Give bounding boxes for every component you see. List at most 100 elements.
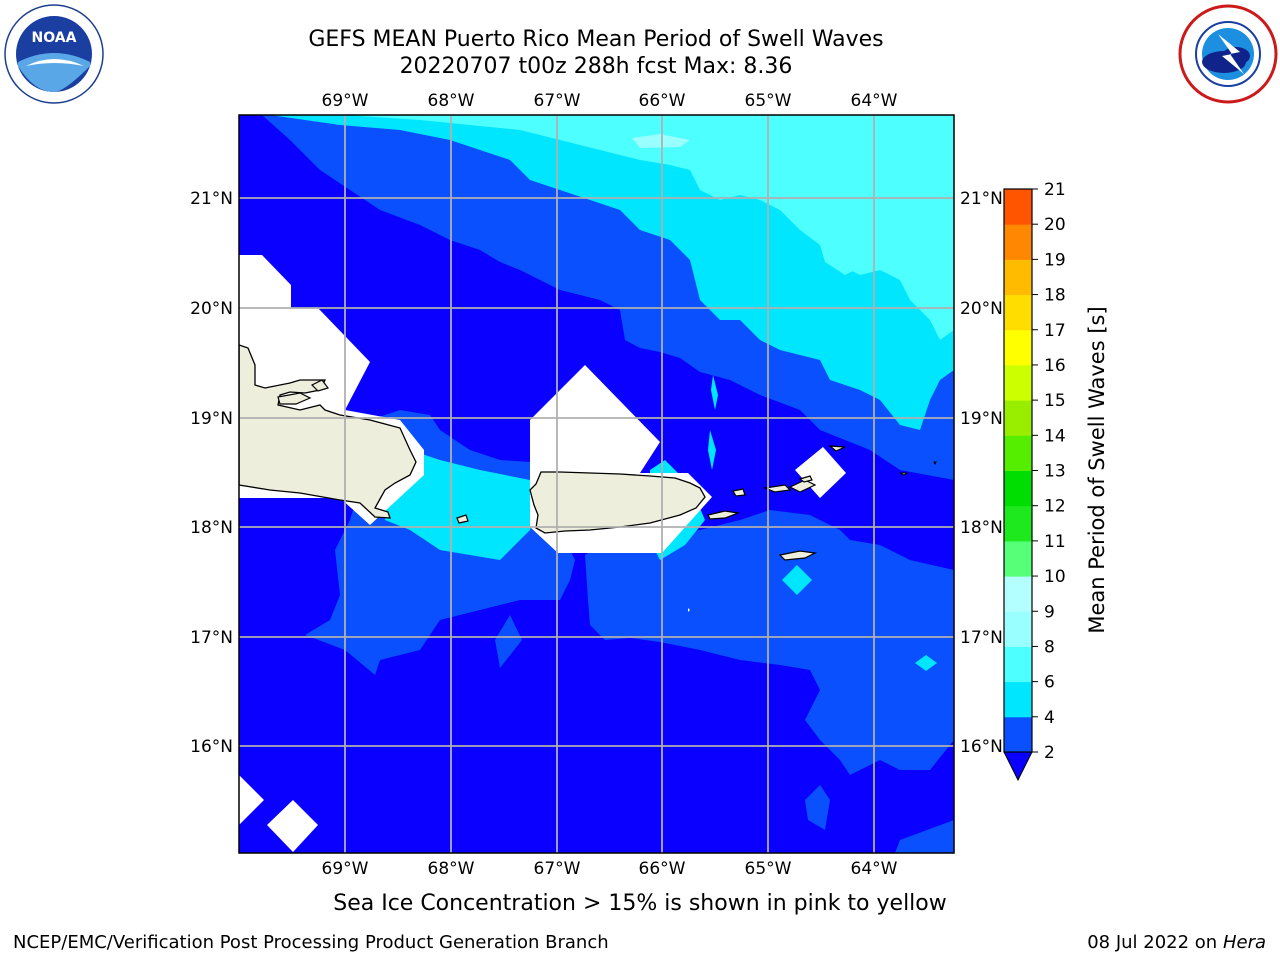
- period-6-8-region: [820, 232, 870, 275]
- colorbar-segments: [1004, 189, 1032, 753]
- chart-title: GEFS MEAN Puerto Rico Mean Period of Swe…: [308, 27, 884, 52]
- colorbar-tick-label: 18: [1044, 286, 1066, 306]
- colorbar-segment: [1004, 400, 1032, 436]
- footer-credit: NCEP/EMC/Verification Post Processing Pr…: [13, 932, 609, 953]
- colorbar-segment: [1004, 294, 1032, 331]
- colorbar-tick-label: 16: [1044, 356, 1066, 376]
- colorbar-segment: [1004, 259, 1032, 296]
- lon-tick-label: 68°W: [428, 859, 475, 879]
- lon-tick-label: 64°W: [851, 91, 898, 111]
- map-frame: [238, 114, 955, 854]
- colorbar-segment: [1004, 189, 1032, 225]
- period-2-4-region: [895, 820, 954, 853]
- period-4-6-region: [915, 655, 937, 671]
- colorbar-segment: [1004, 224, 1032, 260]
- colorbar-segment: [1004, 576, 1032, 612]
- island-land: [933, 461, 937, 466]
- period-6-8-region: [345, 115, 954, 340]
- lon-tick-label: 66°W: [639, 91, 686, 111]
- colorbar-tick-label: 10: [1044, 567, 1066, 587]
- lon-tick-label: 66°W: [639, 859, 686, 879]
- lat-tick-label: 20°N: [960, 299, 1003, 319]
- island-land: [788, 479, 817, 493]
- colorbar-segment: [1004, 435, 1032, 471]
- island-land: [828, 445, 846, 452]
- colorbar-tick-label: 4: [1044, 708, 1055, 728]
- period-4-6-region: [455, 495, 490, 510]
- noaa-logo: NOAA: [4, 4, 104, 104]
- island-land: [778, 550, 818, 561]
- gridlines: [239, 115, 954, 853]
- footer-machine: Hera: [1222, 932, 1266, 953]
- lat-tick-label: 18°N: [960, 518, 1003, 538]
- lat-tick-label: 16°N: [190, 737, 233, 757]
- hispaniola-land: [310, 379, 329, 392]
- island-land: [707, 510, 741, 520]
- lon-tick-label: 67°W: [534, 859, 581, 879]
- lat-tick-label: 19°N: [960, 409, 1003, 429]
- island-land: [762, 484, 792, 493]
- nws-logo: [1178, 4, 1278, 104]
- hispaniola-land: [277, 392, 312, 405]
- colorbar-segment: [1004, 364, 1032, 401]
- colorbar-tick-label: 13: [1044, 462, 1066, 482]
- colorbar-segment: [1004, 681, 1032, 718]
- colorbar-extend-triangle: [1003, 751, 1033, 782]
- footer-date-text: 08 Jul 2022 on: [1087, 932, 1223, 953]
- lon-tick-label: 65°W: [745, 859, 792, 879]
- lat-tick-label: 17°N: [960, 628, 1003, 648]
- lon-tick-label: 64°W: [851, 859, 898, 879]
- lat-tick-label: 20°N: [190, 299, 233, 319]
- lat-labels-right: 21°N 20°N 19°N 18°N 17°N 16°N: [960, 189, 1003, 757]
- lat-tick-label: 21°N: [190, 189, 233, 209]
- missing-data-region: [267, 800, 318, 852]
- colorbar-segment: [1004, 329, 1032, 366]
- period-2-4-region: [495, 615, 522, 668]
- lon-tick-label: 65°W: [745, 91, 792, 111]
- sea-ice-caption: Sea Ice Concentration > 15% is shown in …: [333, 891, 947, 916]
- lat-labels-left: 21°N 20°N 19°N 18°N 17°N 16°N: [190, 189, 233, 757]
- colorbar-tick-label: 12: [1044, 497, 1066, 517]
- lat-tick-label: 18°N: [190, 518, 233, 538]
- island-land: [899, 472, 909, 476]
- colorbar-segment: [1004, 540, 1032, 577]
- missing-data-region: [688, 608, 690, 612]
- island-land: [798, 475, 813, 483]
- missing-data-region: [239, 255, 291, 308]
- lon-tick-label: 68°W: [428, 91, 475, 111]
- chart-subtitle: 20220707 t00z 288h fcst Max: 8.36: [399, 54, 793, 79]
- period-4-6-region: [711, 375, 718, 410]
- colorbar-tick-label: 11: [1044, 532, 1066, 552]
- colorbar-tick-label: 6: [1044, 673, 1055, 693]
- map-plot-area: [239, 115, 954, 853]
- colorbar-tick-label: 8: [1044, 637, 1055, 657]
- colorbar-label: Mean Period of Swell Waves [s]: [1085, 306, 1109, 633]
- colorbar-segment: [1004, 470, 1032, 507]
- period-4-6-region: [708, 430, 716, 470]
- colorbar-tick-label: 17: [1044, 321, 1066, 341]
- period-2-4-region: [585, 510, 954, 775]
- colorbar-tick-label: 19: [1044, 250, 1066, 270]
- period-4-6-region: [782, 565, 812, 595]
- lon-labels-top: 69°W 68°W 67°W 66°W 65°W 64°W: [322, 91, 898, 111]
- hispaniola-land: [239, 344, 417, 519]
- lat-tick-label: 19°N: [190, 409, 233, 429]
- colorbar-segment: [1004, 646, 1032, 683]
- period-2-4-region: [805, 785, 830, 830]
- colorbar-tick-label: 20: [1044, 215, 1066, 235]
- lat-tick-label: 16°N: [960, 737, 1003, 757]
- colorbar: 2 4 6 8 9 10 11 12 13 14 15 16 17 18 19 20 21 Mean Perio…: [1003, 180, 1109, 782]
- period-6-8-region: [632, 134, 690, 148]
- missing-data-region: [795, 447, 846, 498]
- lon-tick-label: 69°W: [322, 91, 369, 111]
- colorbar-tick-label: 14: [1044, 426, 1066, 446]
- colorbar-ticks: 2 4 6 8 9 10 11 12 13 14 15 16 17 18 19 20 21: [1032, 180, 1066, 763]
- colorbar-segment: [1004, 611, 1032, 647]
- lat-tick-label: 17°N: [190, 628, 233, 648]
- lon-tick-label: 69°W: [322, 859, 369, 879]
- colorbar-segment: [1004, 505, 1032, 542]
- footer-date: 08 Jul 2022 on Hera: [1087, 932, 1266, 953]
- lon-labels-bottom: 69°W 68°W 67°W 66°W 65°W 64°W: [322, 859, 898, 879]
- colorbar-tick-label: 15: [1044, 391, 1066, 411]
- missing-data-region: [239, 775, 264, 825]
